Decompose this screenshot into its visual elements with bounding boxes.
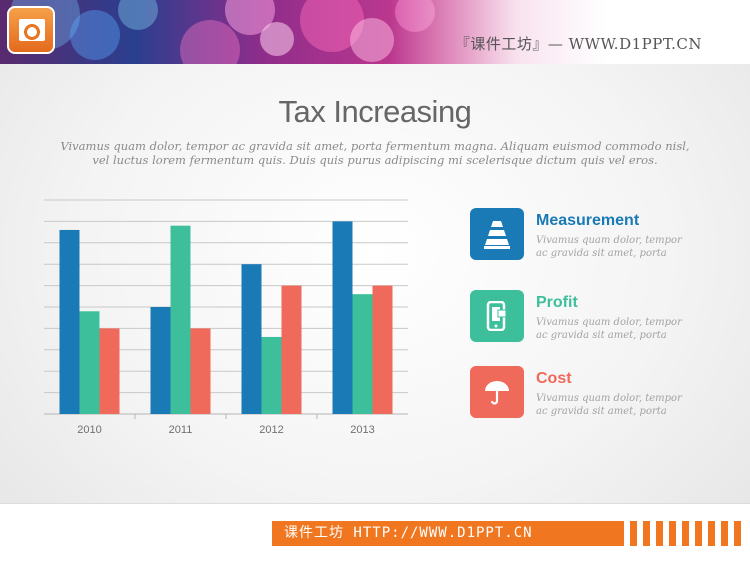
legend-desc-line: ac gravida sit amet, porta — [536, 406, 667, 417]
legend-description: Vivamus quam dolor, tempor ac gravida si… — [536, 234, 716, 260]
legend-desc-line: ac gravida sit amet, porta — [536, 248, 667, 259]
subtitle-line: Vivamus quam dolor, tempor ac gravida si… — [60, 139, 690, 153]
bar-cost-2013 — [372, 285, 393, 414]
subtitle-line: vel luctus lorem fermentum quis. Duis qu… — [92, 153, 658, 167]
legend-description: Vivamus quam dolor, tempor ac gravida si… — [536, 316, 716, 342]
mobile-phone-icon — [470, 290, 524, 342]
x-tick-label: 2013 — [350, 424, 374, 436]
umbrella-icon — [470, 366, 524, 418]
bar-profit-2012 — [261, 336, 282, 414]
bar-measurement-2010 — [59, 229, 80, 414]
bokeh-light — [118, 0, 158, 30]
bokeh-light — [180, 20, 240, 64]
bar-profit-2013 — [352, 294, 373, 414]
footer-stripes — [630, 521, 750, 546]
banner-fade — [390, 0, 750, 64]
bar-measurement-2011 — [150, 307, 171, 414]
bar-profit-2011 — [170, 225, 191, 414]
page-title: Tax Increasing — [278, 94, 472, 129]
footer-divider — [0, 503, 750, 504]
bokeh-light — [260, 22, 294, 56]
legend-item-measurement: Measurement Vivamus quam dolor, tempor a… — [470, 208, 710, 264]
legend-item-cost: Cost Vivamus quam dolor, tempor ac gravi… — [470, 366, 710, 422]
bar-profit-2010 — [79, 311, 100, 414]
bokeh-light — [70, 10, 120, 60]
presentation-icon — [7, 6, 55, 54]
legend-name: Profit — [536, 294, 578, 311]
bokeh-light — [350, 18, 394, 62]
x-tick-label: 2010 — [77, 424, 101, 436]
x-tick-label: 2012 — [259, 424, 283, 436]
bar-cost-2012 — [281, 285, 302, 414]
legend-desc-line: ac gravida sit amet, porta — [536, 330, 667, 341]
legend-desc-line: Vivamus quam dolor, tempor — [536, 235, 682, 246]
brand-text[interactable]: 『课件工坊』— WWW.D1PPT.CN — [454, 35, 702, 53]
page-subtitle: Vivamus quam dolor, tempor ac gravida si… — [40, 139, 710, 167]
header-banner: 『课件工坊』— WWW.D1PPT.CN — [0, 0, 750, 64]
footer-link[interactable]: 课件工坊 HTTP://WWW.D1PPT.CN — [272, 521, 624, 546]
bar-measurement-2012 — [241, 264, 262, 414]
bar-chart: 2010 2011 2012 2013 — [44, 199, 408, 436]
legend-desc-line: Vivamus quam dolor, tempor — [536, 317, 682, 328]
bar-cost-2010 — [99, 328, 120, 414]
legend-item-profit: Profit Vivamus quam dolor, tempor ac gra… — [470, 290, 710, 346]
legend-name: Cost — [536, 370, 572, 387]
x-tick-label: 2011 — [169, 424, 193, 436]
bar-measurement-2013 — [332, 221, 353, 414]
legend-name: Measurement — [536, 212, 640, 229]
legend-description: Vivamus quam dolor, tempor ac gravida si… — [536, 392, 716, 418]
traffic-cone-icon — [470, 208, 524, 260]
legend-desc-line: Vivamus quam dolor, tempor — [536, 393, 682, 404]
bar-cost-2011 — [190, 328, 211, 414]
